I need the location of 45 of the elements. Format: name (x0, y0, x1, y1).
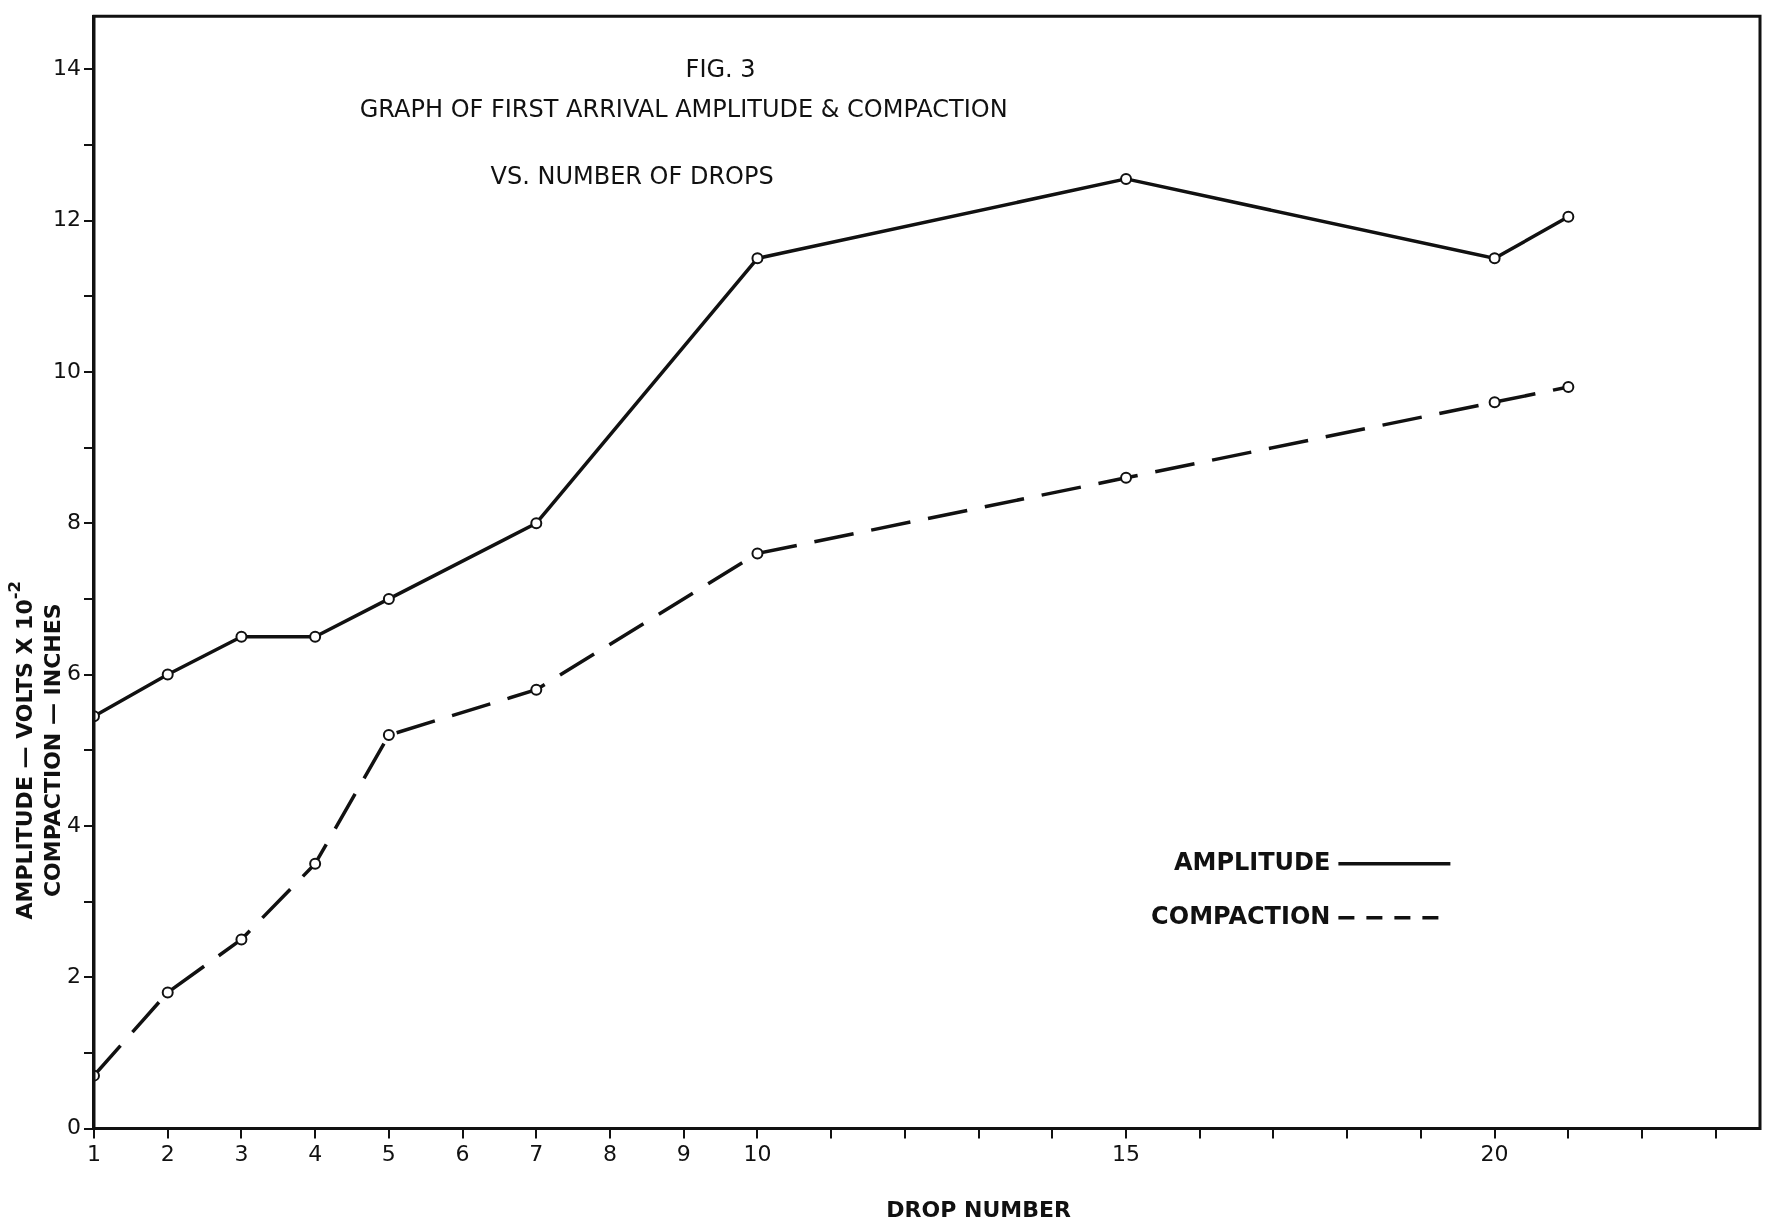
y-tick-label: 8 (66, 508, 81, 534)
y-tick-label: 14 (52, 54, 81, 80)
point (1120, 172, 1133, 185)
x-tick-label: 9 (676, 1140, 691, 1166)
x-tick-label: 10 (743, 1140, 772, 1166)
point (751, 252, 764, 265)
x-tick-label: 5 (381, 1140, 396, 1166)
point (1488, 396, 1501, 409)
point (382, 592, 395, 605)
text: FIG. 3 (685, 55, 756, 84)
point (235, 630, 248, 643)
point (235, 933, 248, 946)
point (530, 517, 543, 530)
x-tick-label: 15 (1112, 1140, 1141, 1166)
point (751, 547, 764, 560)
point (161, 668, 174, 681)
text: GRAPH OF FIRST ARRIVAL AMPLITUDE & COMPACTION (359, 95, 1008, 124)
x-tick-label: 1 (86, 1140, 101, 1166)
y-tick-label: 0 (66, 1114, 81, 1140)
y-tick-label: 12 (52, 206, 81, 232)
point (1562, 210, 1575, 223)
x-tick-label: 4 (308, 1140, 323, 1166)
point (161, 986, 174, 999)
y-tick-label: 10 (52, 357, 81, 383)
x-axis-title: DROP NUMBER (886, 1196, 1071, 1222)
y-tick-label: 2 (66, 962, 81, 988)
y-axis-title: AMPLITUDE — VOLTS X 10-2 COMPACTION — INCHES (5, 580, 65, 920)
legend-label: AMPLITUDE (1173, 847, 1331, 876)
annotation: VS. NUMBER OF DROPS (490, 162, 774, 191)
point (530, 683, 543, 696)
x-tick-label: 8 (603, 1140, 618, 1166)
point (309, 630, 322, 643)
x-tick-label: 7 (529, 1140, 544, 1166)
x-tick-label: 3 (234, 1140, 249, 1166)
x-tick-label: 2 (160, 1140, 175, 1166)
legend-label: COMPACTION (1151, 901, 1331, 930)
y-tick-label: 4 (66, 811, 81, 837)
point (1562, 381, 1575, 393)
point (309, 857, 322, 870)
y-tick-label: 6 (66, 660, 81, 686)
point (1120, 471, 1133, 484)
x-tick-label: 20 (1480, 1140, 1509, 1166)
point (382, 729, 395, 742)
x-tick-label: 6 (455, 1140, 470, 1166)
point (1488, 252, 1501, 265)
